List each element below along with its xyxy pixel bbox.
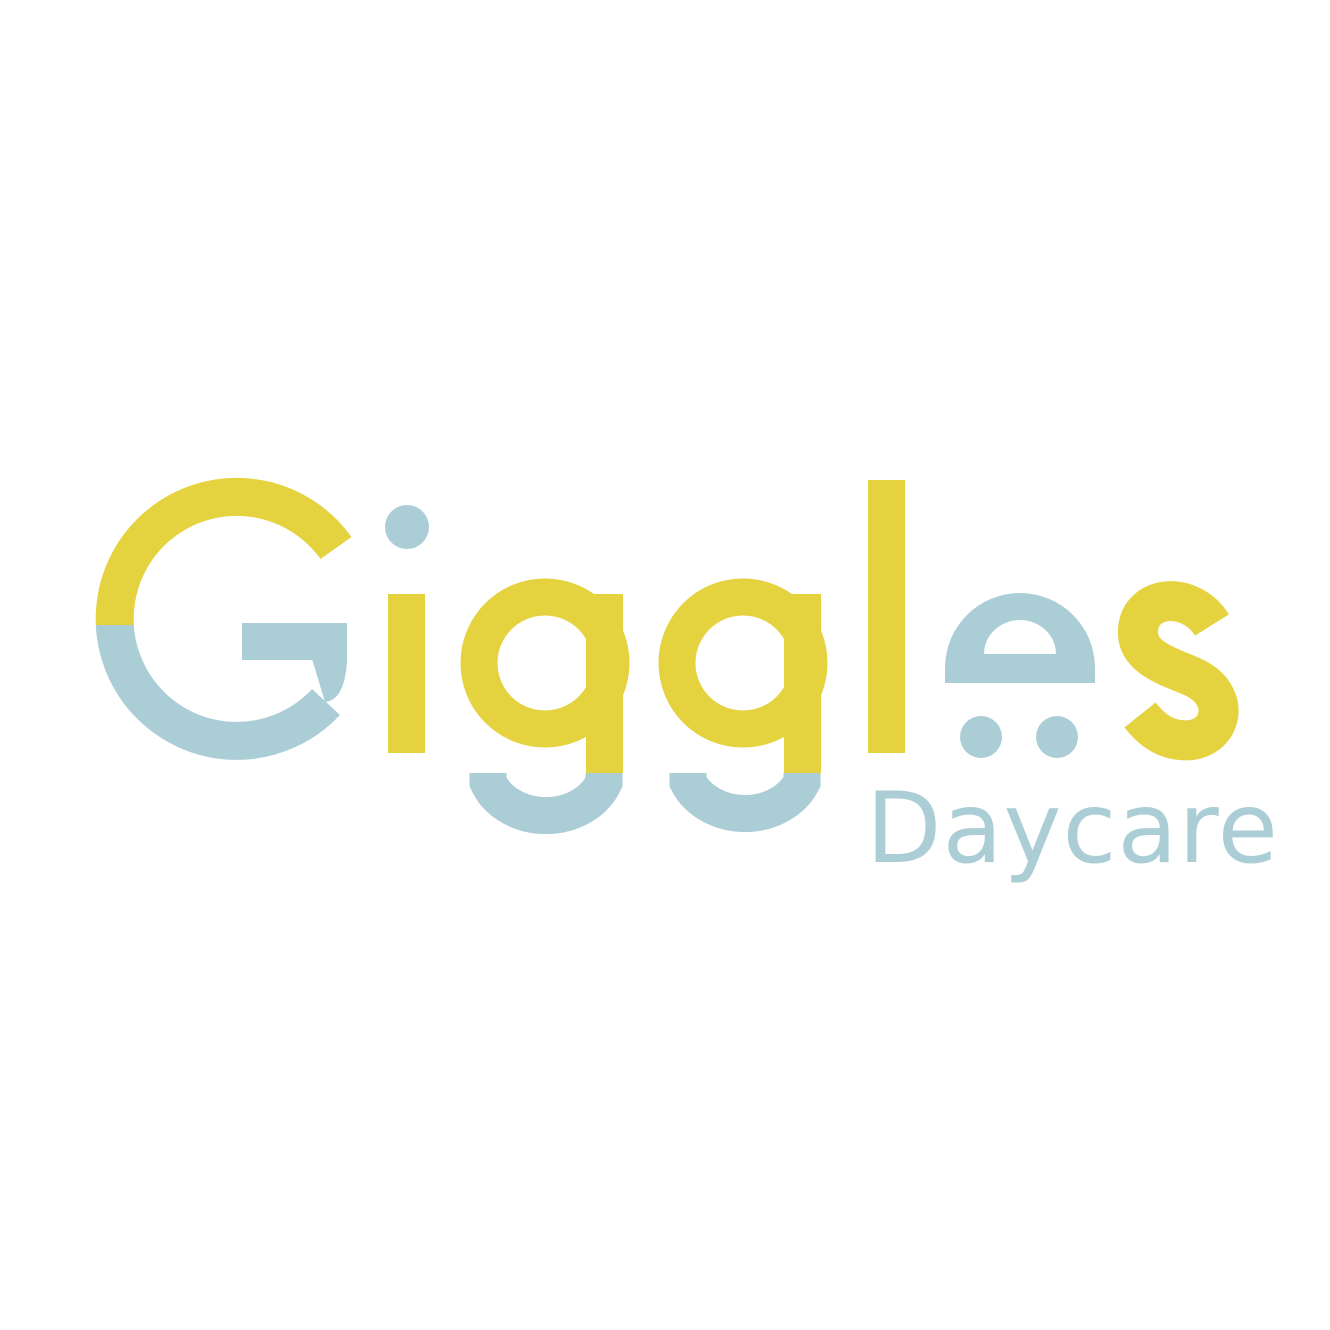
letter-l: [868, 480, 905, 753]
letter-g-capital: [95, 477, 352, 760]
subtitle-daycare: Daycare: [866, 772, 1279, 886]
letter-g-1: [460, 578, 630, 835]
letter-e: [945, 593, 1095, 758]
letter-s: [1118, 581, 1239, 761]
letter-i: [385, 505, 429, 753]
letter-g-2: [658, 578, 828, 832]
